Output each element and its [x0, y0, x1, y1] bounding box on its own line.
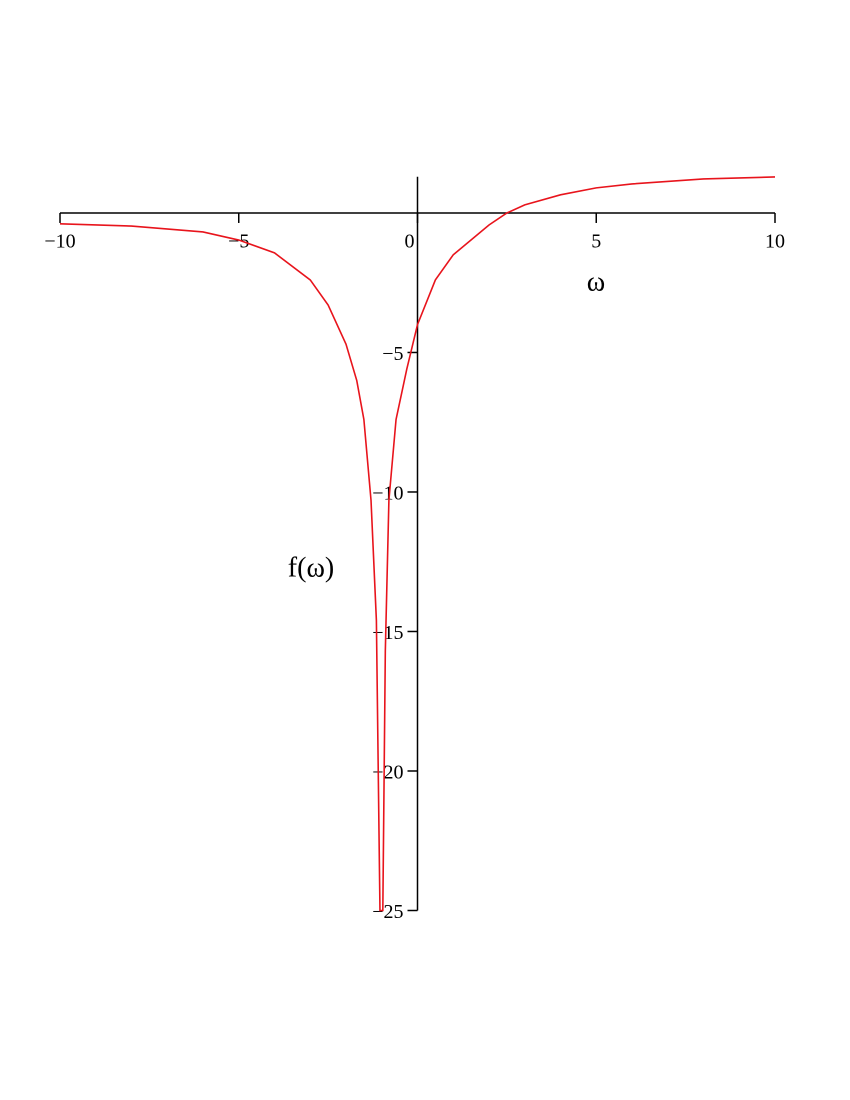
x-tick-label: 10: [765, 231, 785, 253]
x-tick-label: −10: [44, 231, 75, 253]
y-tick-label: −20: [372, 762, 403, 784]
curve: [59, 176, 776, 912]
x-tick-label: 5: [591, 231, 601, 253]
y-axis-label: f(ω): [288, 552, 334, 583]
y-tick-label: −5: [382, 343, 403, 365]
y-tick-label: −10: [372, 483, 403, 505]
y-tick-label: −25: [372, 901, 403, 923]
x-tick-label: 0: [405, 231, 415, 253]
x-axis-label: ω: [587, 266, 605, 297]
x-tick-label: −5: [228, 231, 249, 253]
y-tick-label: −15: [372, 622, 403, 644]
